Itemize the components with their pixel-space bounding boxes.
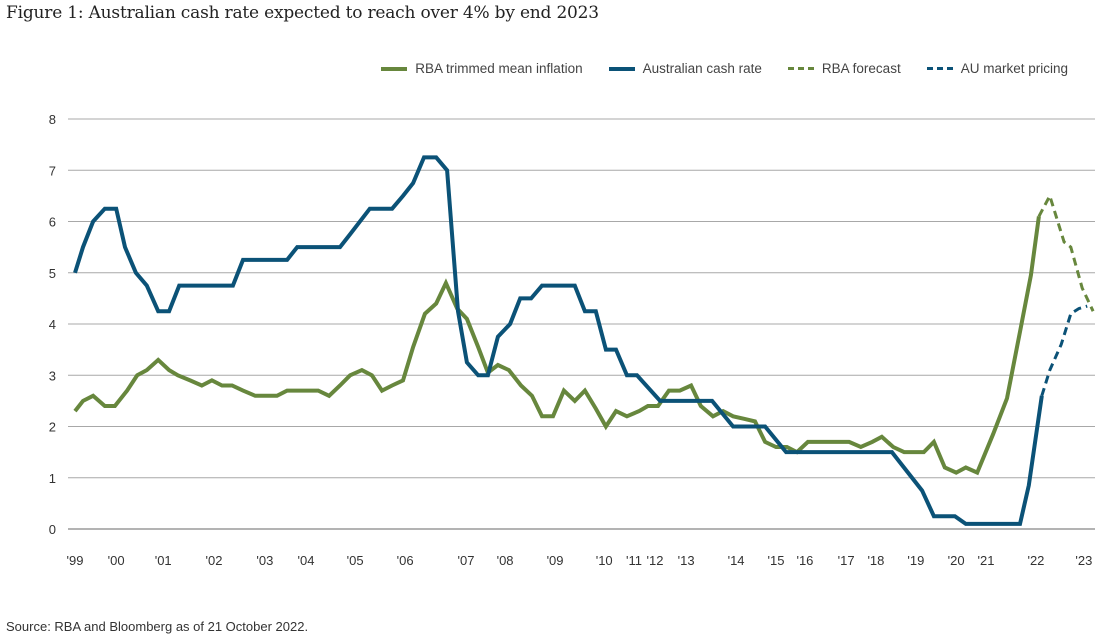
x-tick-label: '18 [867,553,884,568]
y-tick-label: 2 [49,420,56,435]
y-tick-label: 6 [49,215,56,230]
x-tick-label: '14 [728,553,745,568]
x-tick-label: '09 [547,553,564,568]
y-tick-label: 3 [49,368,56,383]
x-tick-label: '08 [497,553,514,568]
x-tick-label: '04 [298,553,315,568]
series-line-au-market-pricing [1040,304,1088,397]
x-tick-label: '11 [626,553,642,568]
source-note: Source: RBA and Bloomberg as of 21 Octob… [6,619,309,634]
series-line-rba-trimmed-mean-inflation [73,216,1041,476]
legend-item-market-pricing: AU market pricing [926,61,1068,76]
y-tick-label: 1 [49,471,56,486]
x-tick-label: '03 [256,553,273,568]
legend-label-rba-forecast: RBA forecast [821,61,901,76]
legend-swatch-market-pricing [926,67,953,70]
x-tick-label: '10 [596,553,613,568]
y-tick-label: 0 [49,522,56,537]
legend-label-market-pricing: AU market pricing [960,61,1068,76]
x-tick-label: '15 [768,553,785,568]
x-tick-label: '16 [796,553,813,568]
x-tick-label: '05 [347,553,364,568]
x-tick-label: '17 [838,553,855,568]
x-tick-label: '13 [678,553,695,568]
y-tick-label: 7 [49,163,56,178]
x-tick-label: '02 [206,553,223,568]
legend-item-cash-rate: Australian cash rate [608,61,762,76]
y-tick-label: 4 [49,317,56,332]
x-tick-label: '21 [978,553,995,568]
y-tick-label: 8 [49,112,56,127]
y-tick-label: 5 [49,266,56,281]
legend-item-rba-forecast: RBA forecast [787,61,901,76]
legend-swatch-rba-forecast [787,67,814,70]
legend-swatch-cash-rate [608,66,635,71]
x-tick-label: '20 [948,553,965,568]
x-tick-label: '99 [67,553,84,568]
legend-label-cash-rate: Australian cash rate [642,61,762,76]
x-tick-label: '12 [647,553,664,568]
legend: RBA trimmed mean inflation Australian ca… [381,61,1068,76]
x-tick-label: '06 [397,553,414,568]
x-tick-label: '01 [155,553,172,568]
legend-label-inflation: RBA trimmed mean inflation [415,61,583,76]
legend-item-inflation: RBA trimmed mean inflation [381,61,583,76]
series-line-rba-forecast [1037,192,1095,312]
chart-title: Figure 1: Australian cash rate expected … [6,3,599,23]
x-tick-label: '22 [1027,553,1044,568]
x-tick-label: '00 [108,553,125,568]
series-line-australian-cash-rate [73,155,1044,526]
x-tick-label: '23 [1075,553,1092,568]
x-tick-label: '07 [458,553,475,568]
legend-swatch-inflation [381,66,408,71]
x-tick-label: '19 [907,553,924,568]
